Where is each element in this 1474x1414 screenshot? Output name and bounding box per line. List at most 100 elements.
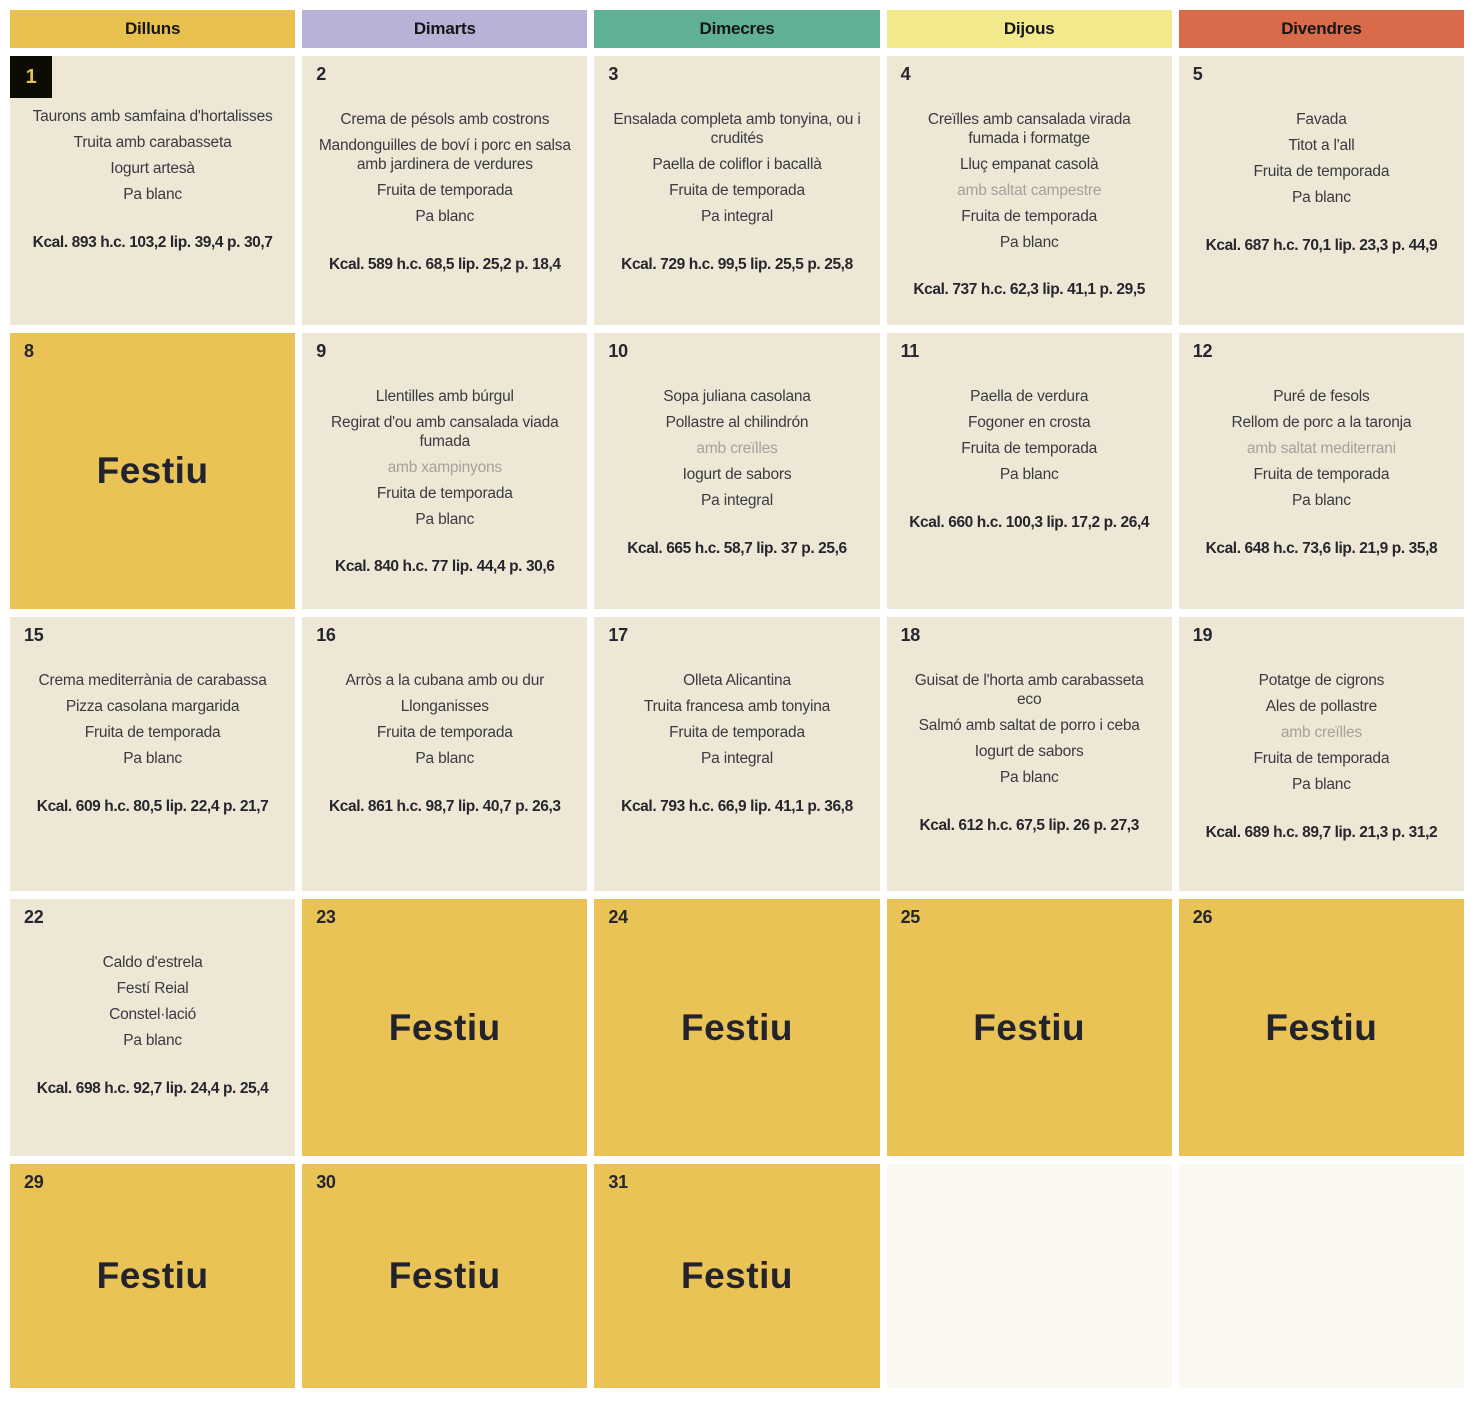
menu-item: Rellom de porc a la taronja <box>1231 413 1412 431</box>
day-cell-18: 18 Guisat de l'horta amb carabasseta eco S… <box>886 617 1172 891</box>
festiu-label: Festiu <box>388 1255 501 1296</box>
menu-item: Titot a l'all <box>1288 136 1355 154</box>
weekday-header-divendres: Divendres <box>1178 10 1464 48</box>
menu-item: Fruita de temporada <box>376 484 513 502</box>
day-cell-5: 5 Favada Titot a l'all Fruita de temporada P… <box>1178 56 1464 325</box>
day-number: 18 <box>900 625 921 645</box>
nutrition-info: Kcal. 793 h.c. 66,9 lip. 41,1 p. 36,8 <box>621 797 853 815</box>
day-number: 16 <box>316 625 336 645</box>
nutrition-info: Kcal. 609 h.c. 80,5 lip. 22,4 p. 21,7 <box>36 797 269 815</box>
day-cell-4: 4 Creïlles amb cansalada virada fumada i … <box>886 56 1172 325</box>
day-number: 30 <box>316 1172 336 1192</box>
day-cell-22: 22 Caldo d'estrela Festí Reial Constel·laci… <box>10 899 296 1156</box>
day-cell-2: 2 Crema de pésols amb costrons Mandonguill… <box>302 56 588 325</box>
menu-list: Ensalada completa amb tonyina, ou i crud… <box>608 111 865 227</box>
menu-item: Pa integral <box>701 207 773 225</box>
menu-list: Paella de verdura Fogoner en crosta Fruita… <box>901 388 1158 485</box>
menu-list: Crema de pésols amb costrons Mandonguille… <box>316 111 573 227</box>
menu-item: Truita francesa amb tonyina <box>643 697 831 715</box>
day-cell-19: 19 Potatge de cigrons Ales de pollastre amb… <box>1178 617 1464 891</box>
menu-list: Olleta Alicantina Truita francesa amb ton… <box>608 672 865 769</box>
festiu-label: Festiu <box>96 450 209 491</box>
menu-list: Creïlles amb cansalada virada fumada i f… <box>901 111 1158 252</box>
menu-item: Iogurt de sabors <box>682 465 792 483</box>
empty-cell <box>886 1164 1172 1388</box>
day-number: 23 <box>316 907 336 927</box>
menu-item: Pa blanc <box>123 1031 182 1049</box>
menu-item: Guisat de l'horta amb carabasseta eco <box>914 672 1144 708</box>
menu-item: amb saltat mediterrani <box>1246 439 1396 457</box>
festiu-label: Festiu <box>1265 1006 1378 1048</box>
menu-item: Olleta Alicantina <box>683 672 791 689</box>
menu-list: Arròs a la cubana amb ou dur Llonganisses… <box>316 672 573 769</box>
nutrition-info: Kcal. 612 h.c. 67,5 lip. 26 p. 27,3 <box>919 816 1139 834</box>
menu-list: Caldo d'estrela Festí Reial Constel·lació P… <box>24 954 281 1051</box>
day-number: 2 <box>316 64 326 84</box>
menu-item: Pa blanc <box>415 207 475 225</box>
day-number: 8 <box>24 341 34 361</box>
day-cell-12: 12 Puré de fesols Rellom de porc a la taro… <box>1178 333 1464 609</box>
festiu-cell-8: 8 Festiu <box>10 333 296 609</box>
menu-item: Paella de verdura <box>970 388 1089 405</box>
menu-item: Favada <box>1296 111 1347 128</box>
nutrition-info: Kcal. 737 h.c. 62,3 lip. 41,1 p. 29,5 <box>913 281 1145 299</box>
day-number: 1 <box>10 56 52 98</box>
weekday-header-dilluns: Dilluns <box>10 10 296 48</box>
menu-item: Fruita de temporada <box>669 181 805 199</box>
menu-item: Fruita de temporada <box>1253 162 1390 180</box>
festiu-cell-26: 26 Festiu <box>1178 899 1464 1156</box>
menu-item: amb creïlles <box>1280 723 1362 741</box>
menu-item: Mandonguilles de boví i porc en salsa am… <box>318 136 571 173</box>
day-cell-1: 1 Taurons amb samfaina d'hortalisses Truit… <box>10 56 296 325</box>
menu-item: Pa blanc <box>999 233 1059 251</box>
menu-item: Sopa juliana casolana <box>663 388 811 405</box>
nutrition-info: Kcal. 698 h.c. 92,7 lip. 24,4 p. 25,4 <box>36 1079 269 1097</box>
festiu-cell-30: 30 Festiu <box>302 1164 588 1388</box>
weekday-header-dimecres: Dimecres <box>594 10 880 48</box>
menu-item: Fruita de temporada <box>376 181 513 199</box>
nutrition-info: Kcal. 687 h.c. 70,1 lip. 23,3 p. 44,9 <box>1205 236 1438 254</box>
menu-item: Pa blanc <box>1292 188 1351 206</box>
festiu-cell-24: 24 Festiu <box>594 899 880 1156</box>
menu-item: amb creïlles <box>696 439 778 457</box>
nutrition-info: Kcal. 665 h.c. 58,7 lip. 37 p. 25,6 <box>627 539 847 557</box>
menu-item: amb saltat campestre <box>957 181 1102 199</box>
menu-item: Fogoner en crosta <box>967 413 1091 431</box>
menu-list: Guisat de l'horta amb carabasseta eco Sal… <box>901 672 1158 788</box>
menu-item: Ales de pollastre <box>1265 697 1377 715</box>
weekday-header-dijous: Dijous <box>886 10 1172 48</box>
day-number: 22 <box>24 907 44 927</box>
menu-item: Regirat d'ou amb cansalada viada fumada <box>331 413 559 450</box>
festiu-cell-31: 31 Festiu <box>594 1164 880 1388</box>
festiu-cell-25: 25 Festiu <box>886 899 1172 1156</box>
day-number: 10 <box>608 341 628 361</box>
menu-item: Pizza casolana margarida <box>65 697 240 715</box>
menu-item: Ensalada completa amb tonyina, ou i crud… <box>613 111 861 147</box>
menu-list: Potatge de cigrons Ales de pollastre amb c… <box>1193 672 1450 795</box>
day-cell-10: 10 Sopa juliana casolana Pollastre al chil… <box>594 333 880 609</box>
nutrition-info: Kcal. 840 h.c. 77 lip. 44,4 p. 30,6 <box>335 558 555 576</box>
menu-list: Taurons amb samfaina d'hortalisses Truita… <box>24 108 281 205</box>
menu-item: Pa integral <box>701 749 773 767</box>
menu-item: Pa integral <box>701 491 773 509</box>
day-cell-11: 11 Paella de verdura Fogoner en crosta Frui… <box>886 333 1172 609</box>
day-number: 3 <box>608 64 619 84</box>
festiu-cell-23: 23 Festiu <box>302 899 588 1156</box>
day-number: 11 <box>900 341 920 361</box>
day-number: 26 <box>1192 907 1213 927</box>
day-number: 29 <box>24 1172 44 1192</box>
menu-item: Fruita de temporada <box>1253 749 1390 767</box>
menu-item: Puré de fesols <box>1273 388 1370 405</box>
menu-item: Fruita de temporada <box>84 723 221 741</box>
menu-item: Llonganisses <box>400 697 489 715</box>
menu-item: Fruita de temporada <box>961 439 1098 457</box>
menu-item: Pa blanc <box>415 749 475 767</box>
menu-item: Creïlles amb cansalada virada fumada i f… <box>927 111 1131 147</box>
nutrition-info: Kcal. 861 h.c. 98,7 lip. 40,7 p. 26,3 <box>328 797 561 815</box>
day-number: 5 <box>1192 64 1203 84</box>
day-cell-9: 9 Llentilles amb búrgul Regirat d'ou amb c… <box>302 333 588 609</box>
menu-item: Pa blanc <box>1292 775 1351 793</box>
menu-item: Crema de pésols amb costrons <box>340 111 550 128</box>
menu-item: Fruita de temporada <box>961 207 1098 225</box>
empty-cell <box>1178 1164 1464 1388</box>
